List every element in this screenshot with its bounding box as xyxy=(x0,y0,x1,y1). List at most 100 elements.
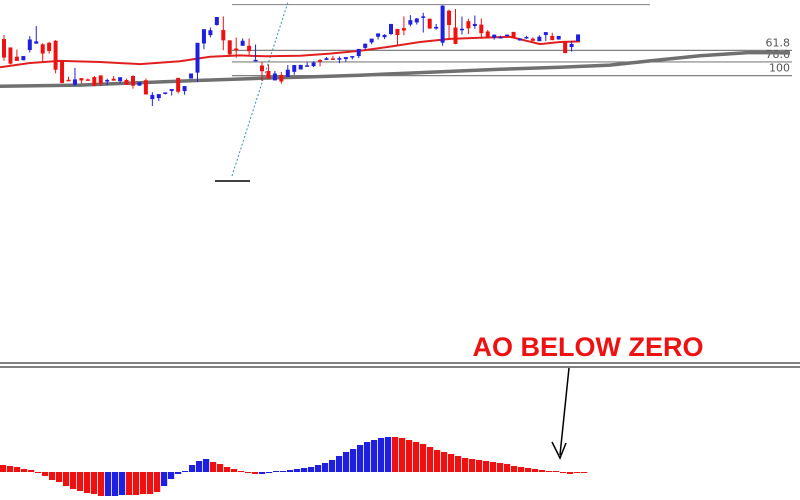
candle-body xyxy=(453,27,458,44)
oscillator-bar xyxy=(210,462,217,472)
candle-body xyxy=(47,42,52,52)
oscillator-bar xyxy=(49,472,56,480)
candle-body xyxy=(440,5,445,43)
oscillator-bar xyxy=(126,472,133,495)
oscillator-bar xyxy=(560,472,567,473)
candle-body xyxy=(298,64,303,70)
fib-label-100: 100 xyxy=(769,62,790,75)
oscillator-bar xyxy=(448,454,455,472)
oscillator-bar xyxy=(350,449,357,472)
oscillator-bar xyxy=(238,471,245,472)
candle-body xyxy=(556,35,561,40)
oscillator-bar xyxy=(532,469,539,472)
candle-body xyxy=(131,76,135,86)
candle-body xyxy=(550,35,555,41)
candle-body xyxy=(350,56,355,58)
candle-body xyxy=(576,34,581,42)
oscillator-bar xyxy=(490,462,497,472)
candle-body xyxy=(266,70,271,79)
oscillator-bar xyxy=(525,468,532,472)
oscillator-bar xyxy=(154,472,161,492)
candle-body xyxy=(124,80,129,85)
oscillator-bar xyxy=(189,465,196,472)
candle-body xyxy=(479,24,484,34)
oscillator-bar xyxy=(56,472,63,482)
candle-body xyxy=(343,57,348,60)
candle-body xyxy=(272,73,277,81)
oscillator-bar xyxy=(462,458,469,472)
oscillator-bar xyxy=(224,467,231,472)
candle-body xyxy=(8,47,13,64)
candle-body xyxy=(543,32,548,36)
candle-body xyxy=(234,48,239,51)
fib-label-61-8: 61.8 xyxy=(766,36,791,49)
oscillator-bar xyxy=(455,456,462,472)
candle-body xyxy=(305,65,310,67)
candle-body xyxy=(195,42,200,73)
candle-body xyxy=(169,89,174,91)
oscillator-bar xyxy=(497,463,504,472)
candle-body xyxy=(285,69,290,77)
oscillator-bar xyxy=(476,460,483,472)
candle-body xyxy=(505,34,510,37)
candle-body xyxy=(137,82,142,86)
candle-body xyxy=(498,36,503,39)
candle-body xyxy=(524,36,529,39)
candle-body xyxy=(189,73,194,79)
oscillator-bar xyxy=(147,472,154,494)
oscillator-bar xyxy=(266,472,273,473)
candle-body xyxy=(214,17,219,25)
candle-body xyxy=(530,38,535,41)
oscillator-bar xyxy=(336,456,343,472)
oscillator-bar xyxy=(434,450,441,472)
oscillator-bar xyxy=(546,471,553,472)
oscillator-bar xyxy=(567,472,574,474)
slow-moving-average xyxy=(0,50,791,89)
oscillator-bar xyxy=(273,471,280,472)
oscillator-bar xyxy=(231,469,238,472)
candle-body xyxy=(459,28,464,31)
candle-body xyxy=(511,31,516,38)
candle-body xyxy=(247,45,252,52)
oscillator-bar xyxy=(252,472,259,474)
oscillator-bar xyxy=(175,472,182,474)
candle-body xyxy=(14,56,19,61)
candle-body xyxy=(111,78,116,81)
candle-body xyxy=(72,79,77,85)
candle-body xyxy=(485,31,490,38)
oscillator-bar xyxy=(511,466,518,472)
candle-body xyxy=(421,16,426,18)
oscillator-bar xyxy=(420,444,427,472)
oscillator-bar xyxy=(119,472,126,495)
candle-body xyxy=(182,86,187,92)
oscillator-bar xyxy=(483,461,490,472)
oscillator-bar xyxy=(469,459,476,472)
candle-body xyxy=(324,58,329,60)
oscillator-bar xyxy=(357,445,364,472)
candle-body xyxy=(389,23,393,35)
oscillator-bar xyxy=(504,464,511,472)
candle-body xyxy=(427,18,432,29)
candle-body xyxy=(395,28,400,36)
oscillator-bar xyxy=(315,465,322,472)
oscillator-bar xyxy=(112,472,119,496)
oscillator-bar xyxy=(287,470,294,472)
candle-body xyxy=(221,30,226,41)
oscillator-bar xyxy=(168,472,175,479)
oscillator-bar xyxy=(28,470,35,472)
candle-body xyxy=(492,34,497,38)
candle-body xyxy=(53,40,58,70)
oscillator-bar xyxy=(392,437,399,472)
candle-body xyxy=(150,94,155,100)
candle-body xyxy=(363,43,368,48)
oscillator-bar xyxy=(385,437,392,472)
oscillator-bar xyxy=(427,447,434,472)
candle-body xyxy=(253,59,258,62)
oscillator-bar xyxy=(378,438,385,472)
candle-body xyxy=(563,41,568,54)
oscillator-bar xyxy=(140,472,147,494)
candle-body xyxy=(98,75,103,84)
oscillator-bar xyxy=(280,471,287,472)
